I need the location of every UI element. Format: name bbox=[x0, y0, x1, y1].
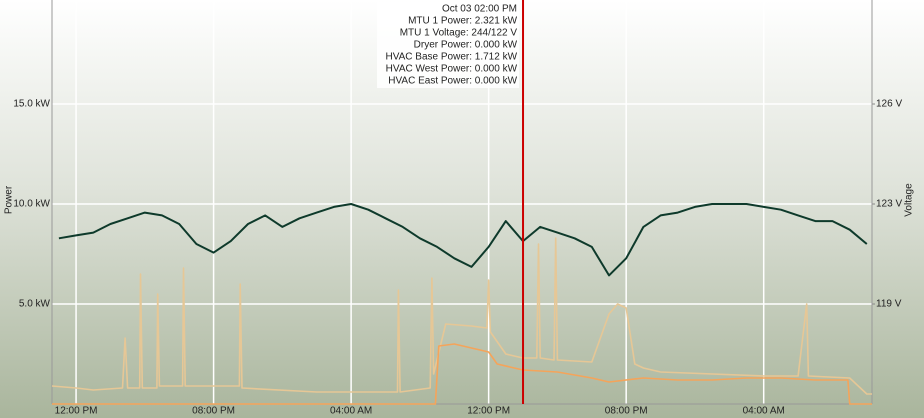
x-tick-label: 08:00 PM bbox=[192, 406, 235, 417]
series-line bbox=[58, 203, 868, 277]
tooltip-line: HVAC East Power: 0.000 kW bbox=[388, 76, 517, 87]
tooltip-line: HVAC West Power: 0.000 kW bbox=[386, 64, 518, 75]
tooltip-title: Oct 03 02:00 PM bbox=[442, 4, 517, 15]
y2-tick-label: 126 V bbox=[876, 99, 902, 110]
x-tick-label: 04:00 AM bbox=[743, 406, 785, 417]
series-line bbox=[51, 237, 872, 395]
x-tick-label: 12:00 PM bbox=[467, 406, 510, 417]
x-tick-label: 08:00 PM bbox=[605, 406, 648, 417]
y-tick-label: 5.0 kW bbox=[19, 299, 51, 310]
y2-tick-label: 119 V bbox=[876, 299, 902, 310]
tooltip-line: MTU 1 Power: 2.321 kW bbox=[408, 16, 517, 27]
tooltip-line: HVAC Base Power: 1.712 kW bbox=[385, 52, 517, 63]
y-tick-label: 15.0 kW bbox=[13, 99, 50, 110]
tooltip-box bbox=[377, 2, 520, 88]
y-tick-label: 10.0 kW bbox=[13, 199, 50, 210]
x-tick-label: 04:00 AM bbox=[330, 406, 372, 417]
series-line bbox=[52, 343, 872, 405]
y-axis-label: Power bbox=[4, 185, 15, 214]
tooltip-line: MTU 1 Voltage: 244/122 V bbox=[400, 28, 518, 39]
y2-tick-label: 123 V bbox=[876, 199, 902, 210]
tooltip-line: Dryer Power: 0.000 kW bbox=[414, 40, 518, 51]
y2-axis-label: Voltage bbox=[904, 183, 915, 217]
x-tick-label: 12:00 PM bbox=[55, 406, 98, 417]
